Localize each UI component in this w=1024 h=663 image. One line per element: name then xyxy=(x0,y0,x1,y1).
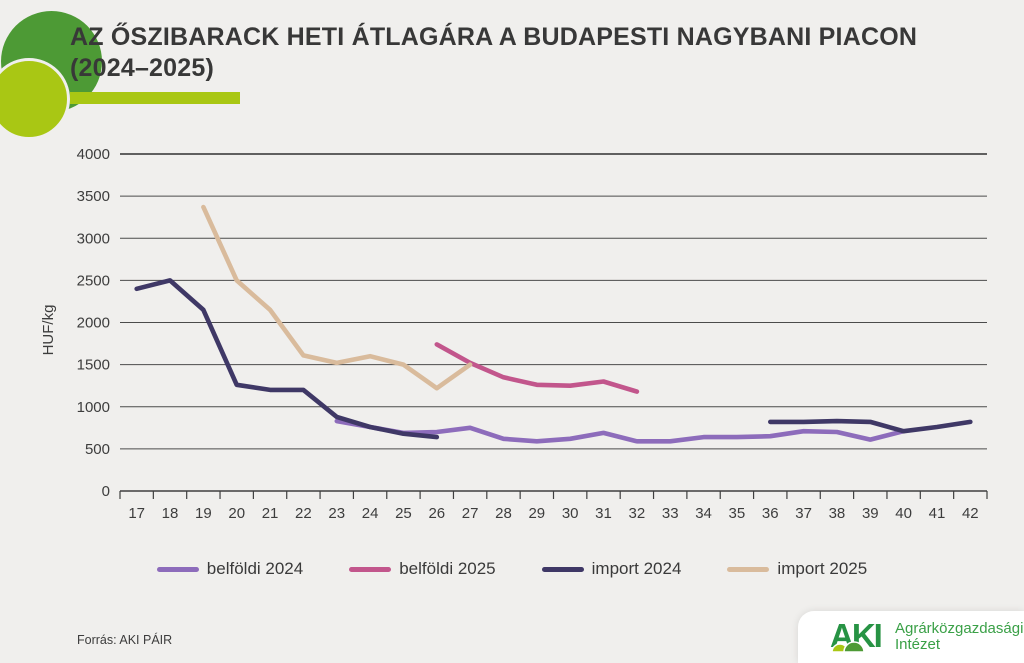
legend-label: belföldi 2024 xyxy=(206,559,304,578)
legend-item: import 2024 xyxy=(541,559,682,579)
legend-swatch xyxy=(541,566,584,572)
x-axis-tick-label: 40 xyxy=(895,505,912,522)
x-axis-tick-label: 33 xyxy=(662,505,679,522)
x-axis-tick-label: 41 xyxy=(929,505,946,522)
x-axis-tick-label: 23 xyxy=(328,505,345,522)
x-axis-tick-label: 39 xyxy=(862,505,879,522)
x-axis-tick-label: 22 xyxy=(295,505,312,522)
x-axis-tick-label: 42 xyxy=(962,505,979,522)
gridlines xyxy=(120,153,987,450)
x-axis-tick-label: 18 xyxy=(162,505,179,522)
aki-brand-name-line2: Intézet xyxy=(895,636,941,653)
series-line-import-2024 xyxy=(134,278,973,440)
y-axis-labels: 0 500 1000 1500 2000 2500 3000 3500 4000 xyxy=(77,146,110,500)
y-axis-tick-label: 1500 xyxy=(77,357,110,374)
x-axis-tick-label: 28 xyxy=(495,505,512,522)
legend-label: belföldi 2025 xyxy=(399,559,496,578)
legend-label: import 2024 xyxy=(591,559,682,578)
price-line-chart: 0 500 1000 1500 2000 2500 3000 3500 4000 17 18 19 2… xyxy=(40,146,988,522)
aki-brand-card: AKI Agrárközgazdasági Intézet xyxy=(798,611,1024,663)
legend-item: belföldi 2024 xyxy=(156,559,304,579)
x-axis-tick-label: 26 xyxy=(428,505,445,522)
series-line-belf-ldi-2024 xyxy=(334,418,906,444)
y-axis-tick-label: 1000 xyxy=(77,399,110,416)
x-axis-tick-label: 32 xyxy=(629,505,646,522)
x-axis-tick-label: 27 xyxy=(462,505,479,522)
y-axis-tick-label: 4000 xyxy=(77,146,110,163)
legend-item: belföldi 2025 xyxy=(349,559,496,579)
x-axis-tick-label: 35 xyxy=(729,505,746,522)
y-axis-tick-label: 2000 xyxy=(77,315,110,332)
legend-swatch xyxy=(156,566,199,572)
y-axis-tick-label: 500 xyxy=(85,441,110,458)
legend-swatch xyxy=(349,566,392,572)
y-axis-tick-label: 0 xyxy=(102,483,110,500)
x-axis-tick-label: 34 xyxy=(695,505,712,522)
series-line-import-2025 xyxy=(201,204,473,391)
legend-swatch xyxy=(727,566,770,572)
x-axis-labels: 17 18 19 20 21 22 23 24 25 26 27 28 29 30 31 32 33 34 35 36… xyxy=(128,505,978,522)
page-title-line1: AZ ŐSZIBARACK HETI ÁTLAGÁRA A BUDAPESTI … xyxy=(70,23,918,51)
y-axis-tick-label: 3500 xyxy=(77,188,110,205)
x-axis-tick-label: 24 xyxy=(362,505,379,522)
legend-item: import 2025 xyxy=(727,559,867,579)
x-axis-tick-label: 37 xyxy=(795,505,812,522)
x-axis-tick-label: 25 xyxy=(395,505,412,522)
y-axis-title: HUF/kg xyxy=(40,305,57,356)
source-note: Forrás: AKI PÁIR xyxy=(77,633,173,647)
x-axis-tick-label: 38 xyxy=(829,505,846,522)
page-title-line2: (2024–2025) xyxy=(70,54,214,82)
x-axis-tick-label: 21 xyxy=(262,505,279,522)
page-title: AZ ŐSZIBARACK HETI ÁTLAGÁRA A BUDAPESTI … xyxy=(70,22,1000,84)
legend-label: import 2025 xyxy=(777,559,868,578)
title-accent-bar xyxy=(70,92,240,104)
y-axis-tick-label: 3000 xyxy=(77,230,110,247)
x-axis-tick-label: 20 xyxy=(228,505,245,522)
lime-circle-decoration xyxy=(0,58,70,140)
data-series xyxy=(134,204,973,444)
x-axis-tick-label: 17 xyxy=(128,505,145,522)
x-axis-tick-label: 36 xyxy=(762,505,779,522)
aki-brand-name: Agrárközgazdasági Intézet xyxy=(895,621,1023,653)
x-axis xyxy=(119,490,988,499)
y-axis-tick-label: 2500 xyxy=(77,272,110,289)
chart-legend: belföldi 2024 belföldi 2025 import 2024 imp… xyxy=(0,554,1024,584)
x-axis-tick-label: 31 xyxy=(595,505,612,522)
aki-brand-name-line1: Agrárközgazdasági xyxy=(895,620,1024,637)
x-axis-tick-label: 19 xyxy=(195,505,212,522)
aki-logo-icon: AKI xyxy=(830,617,883,654)
x-axis-tick-label: 30 xyxy=(562,505,579,522)
x-axis-tick-label: 29 xyxy=(528,505,545,522)
